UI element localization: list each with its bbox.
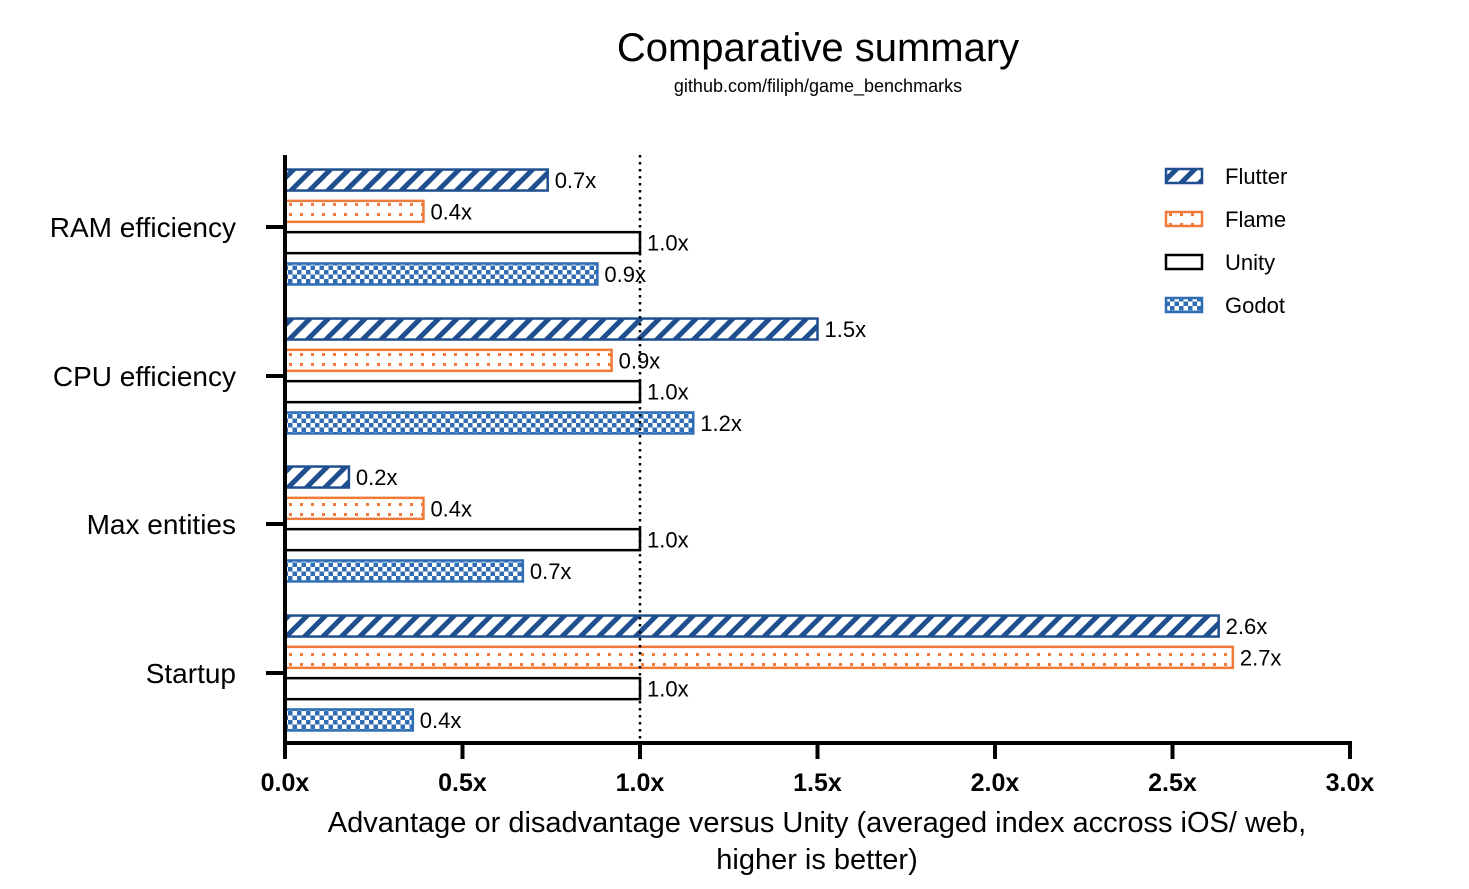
legend: Flutter Flame Unity Godot bbox=[1164, 164, 1287, 318]
legend-label: Unity bbox=[1225, 250, 1275, 275]
category-label: CPU efficiency bbox=[53, 361, 236, 392]
legend-label: Godot bbox=[1225, 293, 1285, 318]
data-label: 0.9x bbox=[604, 262, 646, 287]
data-label: 1.0x bbox=[647, 677, 689, 702]
x-axis-label: Advantage or disadvantage versus Unity (… bbox=[327, 807, 1307, 876]
legend-label: Flutter bbox=[1225, 164, 1287, 189]
category-label: RAM efficiency bbox=[50, 212, 236, 243]
data-label: 0.4x bbox=[430, 199, 472, 224]
x-tick-label: 1.5x bbox=[793, 769, 842, 797]
bar-flutter-2 bbox=[283, 465, 351, 489]
data-label: 0.7x bbox=[555, 168, 597, 193]
legend-swatch-flutter bbox=[1164, 167, 1204, 185]
bar-flame-1 bbox=[283, 348, 613, 373]
bar-unity-2 bbox=[283, 527, 642, 552]
x-tick-label: 2.0x bbox=[971, 769, 1020, 797]
bars-layer bbox=[283, 168, 1235, 732]
bar-godot-3 bbox=[283, 708, 415, 732]
bar-flame-2 bbox=[283, 496, 425, 521]
data-label: 2.6x bbox=[1226, 614, 1268, 639]
bar-godot-1 bbox=[283, 411, 695, 435]
bar-flame-3 bbox=[283, 645, 1235, 670]
x-tick-label: 2.5x bbox=[1148, 769, 1197, 797]
category-label: Startup bbox=[146, 658, 236, 689]
legend-swatch-unity bbox=[1164, 253, 1204, 271]
chart-subtitle: github.com/filiph/game_benchmarks bbox=[673, 76, 963, 96]
x-tick-label: 0.0x bbox=[261, 769, 310, 797]
data-label: 0.4x bbox=[420, 708, 462, 733]
data-label: 1.0x bbox=[647, 380, 689, 405]
data-label: 1.2x bbox=[700, 411, 742, 436]
bar-flutter-0 bbox=[283, 168, 549, 192]
data-label: 2.7x bbox=[1240, 645, 1282, 670]
legend-swatch-flame bbox=[1164, 210, 1204, 228]
axes-layer bbox=[266, 155, 1352, 759]
bar-unity-3 bbox=[283, 676, 642, 701]
bar-godot-2 bbox=[283, 559, 525, 583]
bar-unity-1 bbox=[283, 379, 642, 404]
chart-title: Comparative summary bbox=[616, 26, 1020, 70]
x-tick-label: 0.5x bbox=[438, 769, 487, 797]
data-label: 1.5x bbox=[825, 317, 867, 342]
data-label: 0.9x bbox=[619, 348, 661, 373]
bar-flame-0 bbox=[283, 199, 425, 224]
data-label: 1.0x bbox=[647, 231, 689, 256]
data-label: 0.2x bbox=[356, 465, 398, 490]
category-label: Max entities bbox=[87, 509, 236, 540]
legend-swatch-godot bbox=[1164, 296, 1204, 314]
x-tick-label: 3.0x bbox=[1326, 769, 1375, 797]
bar-flutter-3 bbox=[283, 614, 1220, 638]
bar-godot-0 bbox=[283, 262, 599, 286]
data-label: 0.4x bbox=[430, 496, 472, 521]
legend-label: Flame bbox=[1225, 207, 1286, 232]
x-tick-label: 1.0x bbox=[616, 769, 665, 797]
bar-flutter-1 bbox=[283, 317, 819, 341]
data-label: 1.0x bbox=[647, 528, 689, 553]
data-label: 0.7x bbox=[530, 559, 572, 584]
bar-unity-0 bbox=[283, 230, 642, 255]
